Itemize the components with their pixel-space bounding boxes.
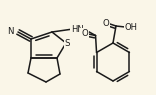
- Text: O: O: [103, 19, 109, 27]
- Text: OH: OH: [124, 23, 137, 32]
- Text: S: S: [64, 38, 70, 48]
- Text: N: N: [7, 27, 13, 36]
- Text: HN: HN: [71, 25, 83, 34]
- Text: O: O: [81, 29, 88, 38]
